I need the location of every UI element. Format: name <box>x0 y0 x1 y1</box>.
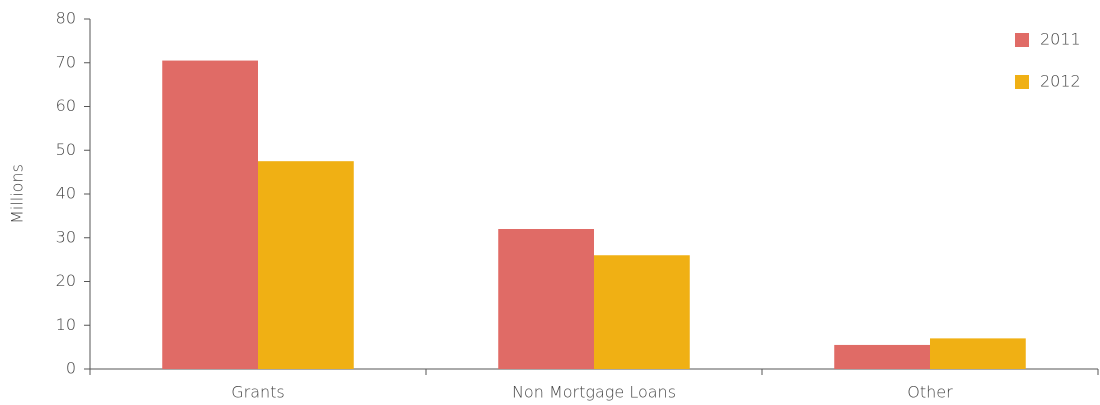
bar <box>162 60 258 369</box>
legend-swatch <box>1015 75 1029 89</box>
x-tick-label: Grants <box>231 383 285 402</box>
y-tick-label: 60 <box>56 96 76 115</box>
legend-swatch <box>1015 33 1029 47</box>
x-tick-label: Other <box>907 383 953 402</box>
bar <box>498 229 594 369</box>
y-tick-label: 20 <box>56 271 76 290</box>
y-tick-label: 80 <box>56 9 76 28</box>
bar <box>594 255 690 369</box>
y-axis-label: Millions <box>8 164 27 224</box>
y-tick-label: 10 <box>56 315 76 334</box>
legend-label: 2011 <box>1040 30 1081 49</box>
bar <box>930 338 1026 369</box>
y-tick-label: 0 <box>66 359 76 378</box>
y-tick-label: 70 <box>56 52 76 71</box>
y-tick-label: 50 <box>56 140 76 159</box>
y-tick-label: 30 <box>56 227 76 246</box>
x-tick-label: Non Mortgage Loans <box>512 383 676 402</box>
y-tick-label: 40 <box>56 184 76 203</box>
bar <box>834 344 930 369</box>
legend-label: 2012 <box>1040 72 1081 91</box>
bar <box>258 161 354 369</box>
